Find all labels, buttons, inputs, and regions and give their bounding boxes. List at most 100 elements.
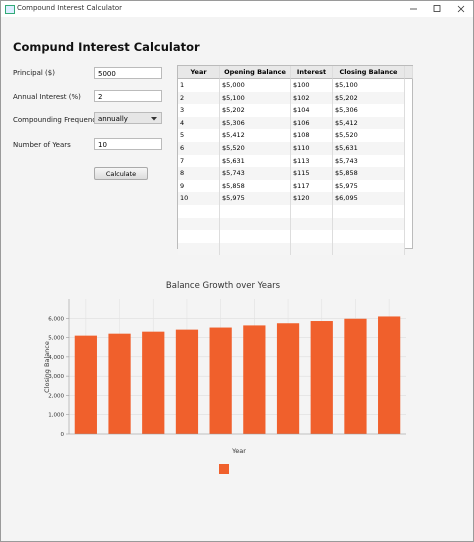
column-header: Closing Balance bbox=[333, 66, 405, 79]
table-cell: 5 bbox=[178, 129, 220, 142]
table-cell: $5,520 bbox=[333, 129, 405, 142]
bar bbox=[209, 327, 232, 434]
bar bbox=[74, 335, 97, 434]
table-cell: 8 bbox=[178, 167, 220, 180]
table-cell: 3 bbox=[178, 104, 220, 117]
table-cell: $5,000 bbox=[220, 79, 291, 92]
table-cell: $5,631 bbox=[333, 142, 405, 155]
y-tick-label: 4,000 bbox=[48, 355, 64, 361]
empty-cell bbox=[333, 230, 405, 243]
heading: Compund Interest Calculator bbox=[13, 40, 200, 54]
window-controls[interactable] bbox=[401, 1, 473, 17]
chart: Balance Growth over Years Year Closing B… bbox=[43, 281, 406, 474]
app-icon bbox=[5, 5, 15, 14]
table-cell: $104 bbox=[291, 104, 333, 117]
table-cell: $5,858 bbox=[220, 179, 291, 193]
table-cell: $117 bbox=[291, 179, 333, 193]
table-header-filler bbox=[405, 66, 413, 79]
years-input[interactable]: 10 bbox=[94, 138, 162, 150]
empty-cell bbox=[220, 205, 291, 218]
table-cell: $5,202 bbox=[333, 91, 405, 105]
results-table: Year Opening Balance Interest Closing Balan… bbox=[177, 65, 413, 256]
interest-input[interactable]: 2 bbox=[94, 90, 162, 102]
table-cell: $102 bbox=[291, 91, 333, 105]
table-cell: 2 bbox=[178, 91, 220, 105]
bar bbox=[378, 316, 401, 434]
frequency-select[interactable]: annually bbox=[94, 112, 162, 124]
table-cell: $5,306 bbox=[333, 104, 405, 117]
empty-cell bbox=[178, 242, 220, 256]
dropdown-arrow bbox=[151, 117, 157, 121]
table-cell: 10 bbox=[178, 192, 220, 205]
empty-cell bbox=[220, 217, 291, 231]
y-tick-label: 5,000 bbox=[48, 336, 64, 342]
table-cell: $5,100 bbox=[333, 79, 405, 92]
y-tick-label: 6,000 bbox=[48, 316, 64, 322]
table-cell: $5,975 bbox=[333, 179, 405, 193]
frequency-label: Compounding Frequency: bbox=[13, 116, 103, 124]
empty-cell bbox=[220, 230, 291, 243]
bar bbox=[310, 321, 333, 434]
table-cell: $5,520 bbox=[220, 142, 291, 155]
empty-cell bbox=[178, 217, 220, 231]
table-cell: $113 bbox=[291, 154, 333, 168]
table-cell: $106 bbox=[291, 116, 333, 130]
x-axis-label: Year bbox=[231, 447, 246, 455]
table-cell: 4 bbox=[178, 116, 220, 130]
empty-cell bbox=[333, 242, 405, 256]
table-cell: $5,202 bbox=[220, 104, 291, 117]
empty-cell bbox=[178, 230, 220, 243]
y-tick-label: 2,000 bbox=[48, 393, 64, 399]
table-cell: 1 bbox=[178, 79, 220, 92]
y-axis-label: Closing Balance bbox=[43, 341, 51, 393]
table-cell: $110 bbox=[291, 142, 333, 155]
table-cell: $5,975 bbox=[220, 192, 291, 205]
table-cell: $5,100 bbox=[220, 91, 291, 105]
table-cell: $5,631 bbox=[220, 154, 291, 168]
y-tick-label: 1,000 bbox=[48, 413, 64, 419]
table-cell: $115 bbox=[291, 167, 333, 180]
table-cell: 7 bbox=[178, 154, 220, 168]
table-cell: $120 bbox=[291, 192, 333, 205]
table-cell: 6 bbox=[178, 142, 220, 155]
y-tick-label: 0 bbox=[61, 432, 65, 438]
window-title: Compound Interest Calculator bbox=[17, 4, 123, 12]
empty-cell bbox=[220, 242, 291, 256]
column-header: Interest bbox=[291, 66, 333, 79]
empty-cell bbox=[178, 205, 220, 218]
title-bar: Compound Interest Calculator bbox=[1, 1, 473, 17]
table-cell: $108 bbox=[291, 129, 333, 142]
years-label: Number of Years bbox=[13, 141, 71, 149]
principal-label: Principal ($) bbox=[13, 69, 55, 77]
bar bbox=[344, 318, 367, 434]
table-cell: $100 bbox=[291, 79, 333, 92]
table-cell: 9 bbox=[178, 179, 220, 193]
bar bbox=[142, 331, 165, 434]
table-cell: $5,743 bbox=[220, 167, 291, 180]
empty-cell bbox=[333, 205, 405, 218]
y-tick-label: 3,000 bbox=[48, 374, 64, 380]
frequency-value: annually bbox=[98, 115, 128, 123]
bar bbox=[175, 329, 199, 434]
legend-swatch bbox=[219, 464, 229, 474]
empty-cell bbox=[291, 230, 333, 243]
principal-input[interactable]: 5000 bbox=[94, 67, 162, 79]
table-cell: $5,858 bbox=[333, 167, 405, 180]
table-cell: $5,412 bbox=[333, 116, 405, 130]
bar bbox=[108, 333, 131, 434]
table-cell: $5,412 bbox=[220, 129, 291, 142]
table-cell: $6,095 bbox=[333, 192, 405, 205]
calculate-button[interactable]: Calculate bbox=[94, 167, 148, 180]
table-cell: $5,743 bbox=[333, 154, 405, 168]
empty-cell bbox=[291, 242, 333, 256]
empty-cell bbox=[333, 217, 405, 231]
bar bbox=[276, 323, 300, 434]
table-cell: $5,306 bbox=[220, 116, 291, 130]
empty-cell bbox=[291, 217, 333, 231]
empty-cell bbox=[291, 205, 333, 218]
chart-title: Balance Growth over Years bbox=[166, 281, 281, 291]
column-header: Opening Balance bbox=[220, 66, 291, 79]
column-header: Year bbox=[178, 66, 220, 79]
interest-label: Annual Interest (%) bbox=[13, 93, 81, 101]
